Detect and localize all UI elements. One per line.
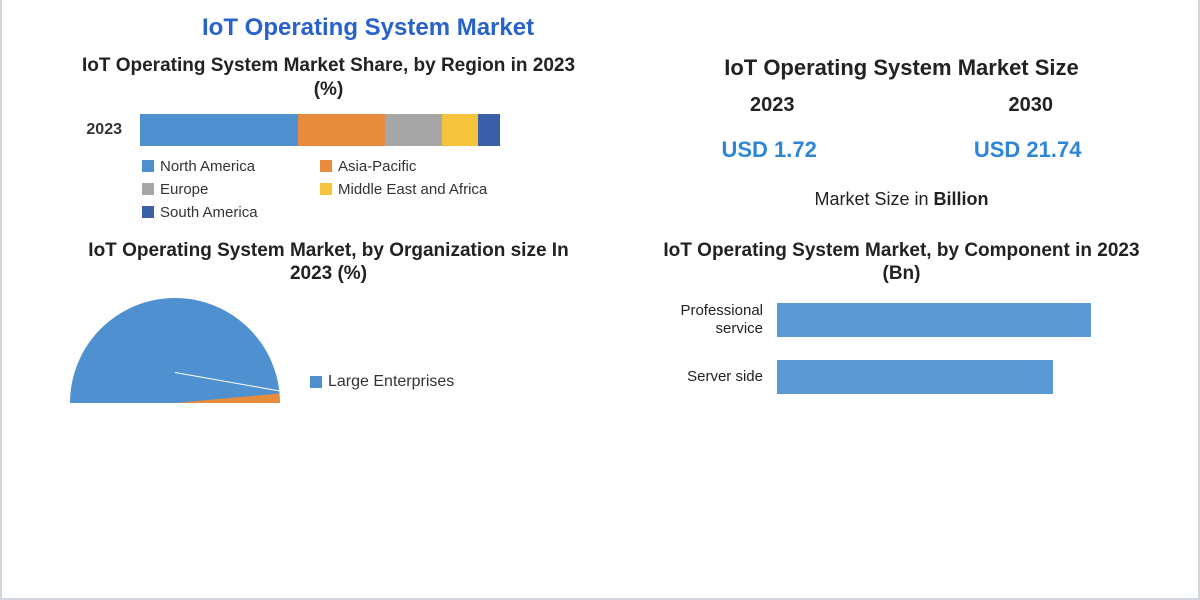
size-years-row: 2023 2030 <box>643 94 1160 117</box>
legend-swatch <box>320 160 332 172</box>
legend-label: Europe <box>160 181 208 198</box>
legend-item: Large Enterprises <box>310 373 460 391</box>
legend-label: Large Enterprises <box>328 373 454 391</box>
size-title: IoT Operating System Market Size <box>643 54 1160 82</box>
legend-label: Asia-Pacific <box>338 158 416 175</box>
legend-swatch <box>142 183 154 195</box>
stacked-bar-wrap: 2023 <box>70 114 587 146</box>
size-value-2: USD 21.74 <box>974 137 1082 163</box>
legend-item: Europe <box>142 181 292 198</box>
region-share-panel: IoT Operating System Market Share, by Re… <box>62 50 595 225</box>
size-value-1: USD 1.72 <box>721 137 816 163</box>
legend-label: North America <box>160 158 255 175</box>
component-bar-title: IoT Operating System Market, by Componen… <box>643 239 1160 287</box>
size-values-row: USD 1.72 USD 21.74 <box>643 137 1160 163</box>
region-chart-title: IoT Operating System Market Share, by Re… <box>70 54 587 102</box>
org-pie <box>70 298 280 403</box>
legend-swatch <box>310 376 322 388</box>
hbar-track <box>777 303 1160 337</box>
size-caption: Market Size in Billion <box>643 189 1160 210</box>
size-caption-prefix: Market Size in <box>814 189 933 209</box>
hbar-track <box>777 360 1160 394</box>
pie-wrap: Large EnterprisesSME's <box>70 298 587 403</box>
legend-item: Asia-Pacific <box>320 158 470 175</box>
hbar-row: Server side <box>643 360 1160 394</box>
market-size-panel: IoT Operating System Market Size 2023 20… <box>635 50 1168 225</box>
hbar-row: Professional service <box>643 302 1160 338</box>
legend-label: Middle East and Africa <box>338 181 487 198</box>
legend-swatch <box>320 183 332 195</box>
legend-item: Middle East and Africa <box>320 181 487 198</box>
org-pie-title: IoT Operating System Market, by Organiza… <box>70 239 587 287</box>
region-legend: North America Asia-Pacific Europe Middle Ea… <box>142 158 587 221</box>
main-title: IoT Operating System Market <box>2 0 1198 50</box>
hbar-fill <box>777 360 1053 394</box>
size-year-1: 2023 <box>750 94 795 117</box>
org-size-panel: IoT Operating System Market, by Organiza… <box>62 235 595 403</box>
hbar-label: Professional service <box>643 302 763 338</box>
size-year-2: 2030 <box>1009 94 1054 117</box>
legend-item: North America <box>142 158 292 175</box>
hbar-fill <box>777 303 1091 337</box>
legend-swatch <box>142 206 154 218</box>
legend-item: South America <box>142 204 292 221</box>
chart-grid: IoT Operating System Market Share, by Re… <box>2 50 1198 420</box>
hbar-chart: Professional service Server side <box>643 302 1160 394</box>
legend-swatch <box>142 160 154 172</box>
pie-legend: Large EnterprisesSME's <box>310 373 460 403</box>
stacked-seg <box>385 114 443 146</box>
stacked-bar <box>140 114 500 146</box>
legend-label: South America <box>160 204 258 221</box>
stacked-bar-row-label: 2023 <box>70 121 122 139</box>
size-caption-bold: Billion <box>934 189 989 209</box>
component-bar-panel: IoT Operating System Market, by Componen… <box>635 235 1168 421</box>
stacked-seg <box>442 114 478 146</box>
stacked-seg <box>478 114 500 146</box>
stacked-seg <box>140 114 298 146</box>
stacked-seg <box>298 114 384 146</box>
hbar-label: Server side <box>643 368 763 386</box>
